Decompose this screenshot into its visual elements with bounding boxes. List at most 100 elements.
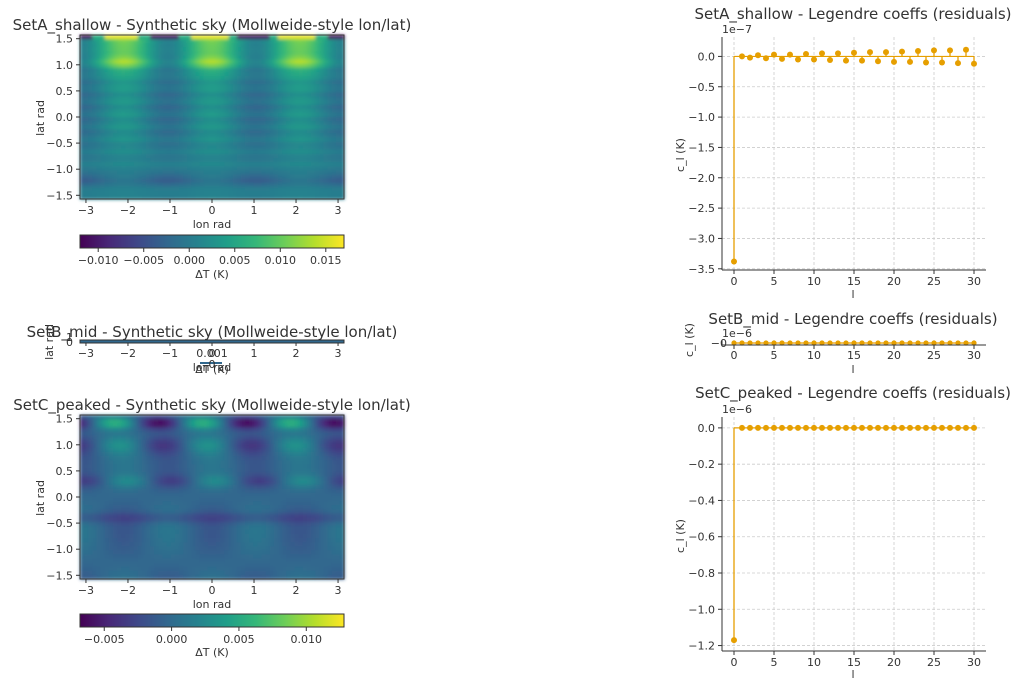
heatmap-cell [278, 166, 283, 171]
heatmap-cell [302, 492, 308, 498]
heatmap-cell [170, 431, 176, 437]
heatmap-cell [150, 194, 155, 200]
heatmap-cell [113, 456, 118, 461]
heatmap-cell [319, 456, 324, 461]
heatmap-cell [306, 484, 312, 490]
heatmap-cell [257, 100, 263, 106]
heatmap-cell [203, 112, 209, 118]
heatmap-cell [339, 63, 345, 69]
heatmap-cell [121, 67, 126, 73]
heatmap-cell [228, 178, 234, 184]
heatmap-cell [96, 47, 102, 52]
heatmap-cell [265, 542, 271, 547]
heatmap-cell [191, 67, 197, 73]
heatmap-cell [306, 460, 312, 465]
heatmap-cell [253, 480, 258, 486]
heatmap-cell [117, 497, 122, 502]
heatmap-cell [269, 521, 275, 527]
heatmap-cell [195, 460, 201, 465]
heatmap-cell [282, 517, 287, 523]
heatmap-cell [158, 427, 164, 432]
heatmap-cell [154, 153, 159, 159]
heatmap-cell [302, 521, 308, 527]
heatmap-cell [187, 509, 192, 514]
heatmap-cell [195, 550, 201, 555]
heatmap-cell [236, 166, 242, 171]
heatmap-cell [113, 517, 118, 523]
heatmap-cell [141, 480, 147, 486]
heatmap-cell [265, 71, 271, 77]
heatmap-cell [294, 71, 300, 77]
heatmap-cell [80, 133, 85, 139]
heatmap-cell [199, 186, 205, 192]
heatmap-cell [335, 521, 341, 527]
heatmap-cell [269, 117, 275, 122]
heatmap-cell [113, 104, 118, 110]
heatmap-cell [294, 464, 300, 469]
heatmap-cell [96, 129, 102, 134]
heatmap-cell [191, 112, 197, 118]
heatmap-cell [117, 501, 122, 506]
heatmap-cell [84, 505, 89, 510]
heatmap-cell [183, 460, 188, 465]
heatmap-cell [220, 166, 225, 171]
heatmap-cell [133, 497, 139, 502]
heatmap-cell [117, 521, 122, 527]
heatmap-cell [245, 121, 250, 126]
heatmap-cell [220, 186, 225, 192]
heatmap-cell [232, 84, 238, 89]
heatmap-cell [212, 472, 217, 478]
heatmap-cell [323, 186, 329, 192]
heatmap-cell [92, 443, 98, 449]
heatmap-cell [199, 84, 205, 89]
heatmap-cell [253, 92, 258, 98]
heatmap-cell [170, 423, 176, 428]
heatmap-cell [158, 497, 164, 502]
heatmap-cell [212, 460, 217, 465]
heatmap-cell [298, 76, 304, 81]
heatmap-cell [146, 423, 151, 428]
heatmap-cell [298, 484, 304, 490]
heatmap-cell [216, 492, 221, 498]
heatmap-cell [282, 178, 287, 184]
heatmap-cell [273, 439, 279, 445]
heatmap-cell [162, 194, 168, 200]
heatmap-cell [335, 488, 341, 494]
x-tick-label: 3 [335, 347, 342, 360]
heatmap-cell [179, 178, 184, 184]
heatmap-cell [212, 415, 217, 420]
heatmap-cell [117, 194, 122, 200]
heatmap-cell [158, 39, 164, 44]
heatmap-cell [236, 133, 242, 139]
heatmap-cell [195, 35, 201, 40]
heatmap-cell [104, 505, 110, 510]
heatmap-cell [228, 47, 234, 52]
heatmap-cell [150, 125, 155, 130]
heatmap-cell [273, 562, 279, 568]
heatmap-cell [80, 464, 85, 469]
heatmap-cell [257, 546, 263, 551]
heatmap-cell [121, 158, 126, 163]
heatmap-cell [228, 158, 234, 163]
heatmap-cell [88, 133, 93, 139]
heatmap-cell [228, 100, 234, 106]
heatmap-cell [80, 96, 85, 102]
heatmap-cell [228, 464, 234, 469]
heatmap-cell [298, 558, 304, 564]
heatmap-cell [141, 505, 147, 510]
heatmap-cell [294, 100, 300, 106]
heatmap-cell [302, 451, 308, 457]
heatmap-cell [100, 509, 106, 514]
heatmap-cell [216, 542, 221, 547]
heatmap-cell [331, 88, 337, 93]
heatmap-cell [236, 431, 242, 437]
heatmap-cell [137, 96, 143, 102]
heatmap-cell [174, 84, 180, 89]
heatmap-cell [212, 513, 217, 519]
heatmap-cell [121, 80, 126, 85]
heatmap-cell [236, 456, 242, 461]
heatmap-cell [88, 96, 93, 102]
heatmap-cell [100, 55, 106, 61]
heatmap-cell [125, 538, 131, 543]
heatmap-cell [315, 51, 320, 57]
